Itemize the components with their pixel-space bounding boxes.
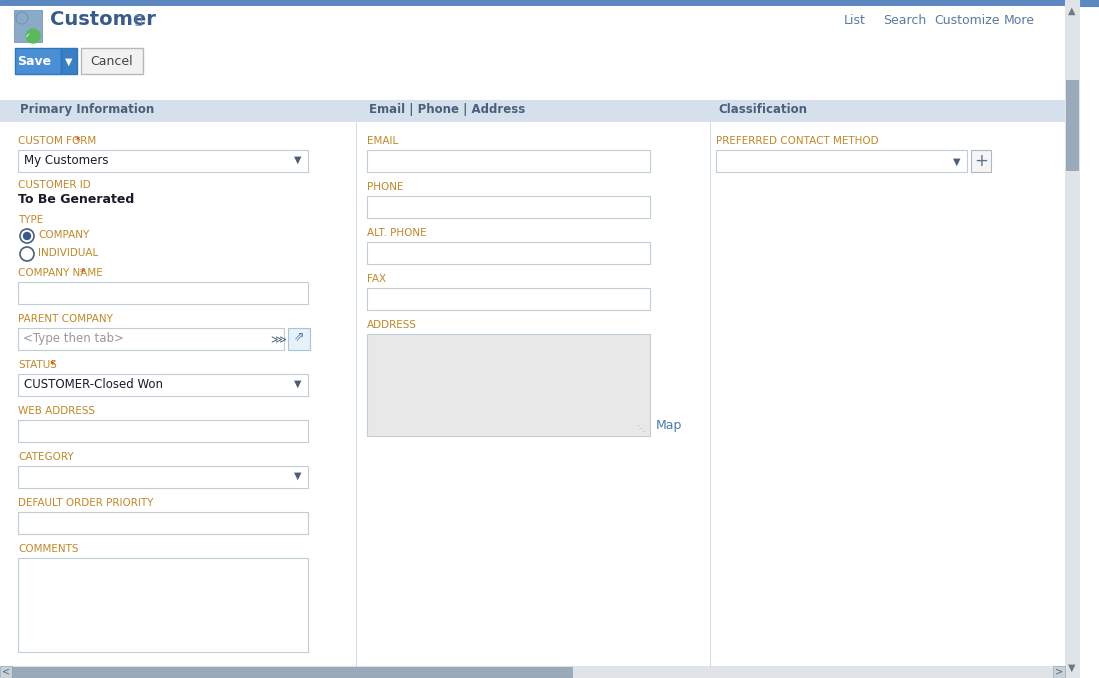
Text: +: + xyxy=(974,152,988,170)
Bar xyxy=(15,48,62,74)
Bar xyxy=(18,558,308,652)
Text: ▼: ▼ xyxy=(65,57,73,67)
Text: CUSTOMER-Closed Won: CUSTOMER-Closed Won xyxy=(24,378,163,391)
Bar xyxy=(18,512,308,534)
Text: PARENT COMPANY: PARENT COMPANY xyxy=(18,314,113,324)
Text: Classification: Classification xyxy=(718,103,807,116)
Bar xyxy=(972,150,991,172)
Text: >: > xyxy=(1055,667,1063,677)
Bar xyxy=(1066,80,1078,170)
Text: ▼: ▼ xyxy=(295,471,301,481)
Text: <Type then tab>: <Type then tab> xyxy=(23,332,124,345)
Text: Email | Phone | Address: Email | Phone | Address xyxy=(369,103,525,116)
Text: ⋱: ⋱ xyxy=(636,424,645,433)
Text: Map: Map xyxy=(656,419,682,432)
Bar xyxy=(81,48,143,74)
Text: PREFERRED CONTACT METHOD: PREFERRED CONTACT METHOD xyxy=(717,136,878,146)
Text: ✓: ✓ xyxy=(25,33,31,39)
Text: *: * xyxy=(75,136,80,146)
Text: ▼: ▼ xyxy=(295,155,301,165)
Bar xyxy=(367,334,650,436)
Text: Cancel: Cancel xyxy=(91,55,133,68)
Text: CUSTOMER ID: CUSTOMER ID xyxy=(18,180,91,190)
Text: PHONE: PHONE xyxy=(367,182,403,192)
Text: Primary Information: Primary Information xyxy=(20,103,154,116)
Bar xyxy=(18,420,308,442)
Text: Customize: Customize xyxy=(934,14,999,27)
Bar xyxy=(288,328,310,350)
Bar xyxy=(12,667,571,677)
Text: *: * xyxy=(80,268,86,278)
Bar xyxy=(367,150,650,172)
Bar xyxy=(0,6,1065,100)
Bar xyxy=(18,466,308,488)
Circle shape xyxy=(20,229,34,243)
Text: More: More xyxy=(1003,14,1035,27)
Text: My Customers: My Customers xyxy=(24,154,109,167)
Text: INDIVIDUAL: INDIVIDUAL xyxy=(38,248,98,258)
Bar xyxy=(1053,666,1065,678)
Bar xyxy=(18,282,308,304)
Text: COMPANY: COMPANY xyxy=(38,230,89,240)
Bar xyxy=(367,288,650,310)
Text: ADDRESS: ADDRESS xyxy=(367,320,417,330)
Circle shape xyxy=(26,29,40,43)
Text: ▼: ▼ xyxy=(953,157,961,167)
Text: ▼: ▼ xyxy=(295,379,301,389)
Bar xyxy=(0,122,1065,666)
Text: Search: Search xyxy=(882,14,926,27)
Text: COMMENTS: COMMENTS xyxy=(18,544,78,554)
Text: *: * xyxy=(49,360,56,370)
Text: FAX: FAX xyxy=(367,274,386,284)
Text: Save: Save xyxy=(16,55,51,68)
Text: DEFAULT ORDER PRIORITY: DEFAULT ORDER PRIORITY xyxy=(18,498,154,508)
Bar xyxy=(0,666,1065,678)
Text: CATEGORY: CATEGORY xyxy=(18,452,74,462)
Text: List: List xyxy=(844,14,866,27)
Text: WEB ADDRESS: WEB ADDRESS xyxy=(18,406,96,416)
Text: TYPE: TYPE xyxy=(18,215,43,225)
Bar xyxy=(1065,0,1079,678)
Text: To Be Generated: To Be Generated xyxy=(18,193,134,206)
Text: CUSTOM FORM: CUSTOM FORM xyxy=(18,136,97,146)
Text: 🔍: 🔍 xyxy=(134,14,142,27)
Bar xyxy=(0,666,12,678)
Bar xyxy=(367,242,650,264)
Text: ▲: ▲ xyxy=(1068,6,1076,16)
Bar xyxy=(0,100,1065,122)
Text: ALT. PHONE: ALT. PHONE xyxy=(367,228,426,238)
Text: EMAIL: EMAIL xyxy=(367,136,398,146)
Bar xyxy=(14,10,42,42)
Bar xyxy=(367,196,650,218)
Text: STATUS: STATUS xyxy=(18,360,57,370)
Text: <: < xyxy=(2,667,10,677)
Circle shape xyxy=(23,233,31,239)
Bar xyxy=(717,150,967,172)
Circle shape xyxy=(16,12,27,24)
Text: ⋙: ⋙ xyxy=(270,335,286,345)
Bar xyxy=(18,328,284,350)
Bar xyxy=(18,374,308,396)
Bar xyxy=(62,48,77,74)
Text: ⇗: ⇗ xyxy=(293,330,304,343)
Text: COMPANY NAME: COMPANY NAME xyxy=(18,268,102,278)
Bar xyxy=(0,0,1099,6)
Bar xyxy=(18,150,308,172)
Text: Customer: Customer xyxy=(49,10,156,29)
Circle shape xyxy=(20,247,34,261)
Text: ▼: ▼ xyxy=(1068,663,1076,673)
